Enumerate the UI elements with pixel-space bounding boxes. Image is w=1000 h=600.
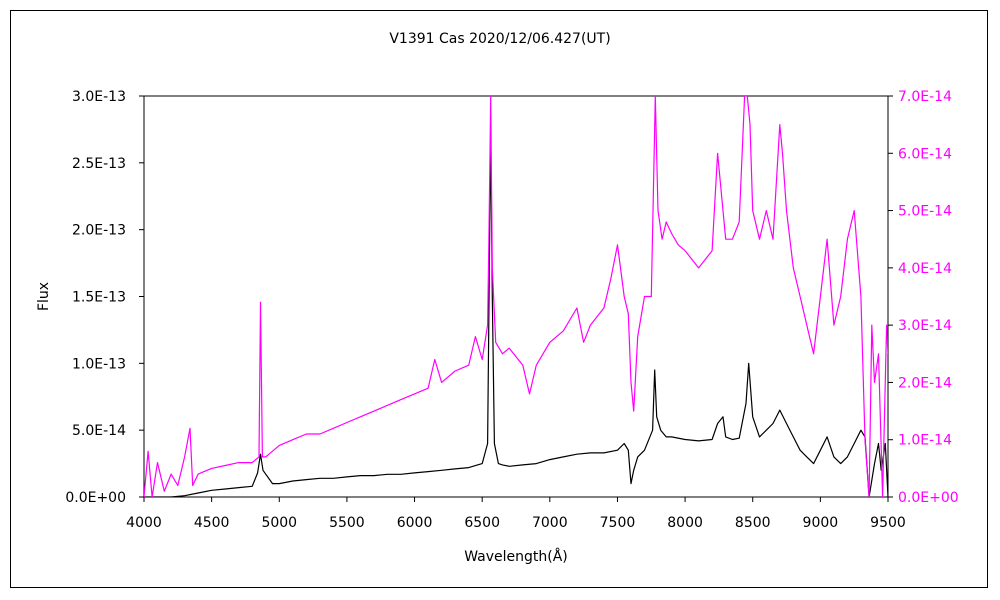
x-tick-label: 9500: [870, 515, 906, 531]
y2-tick-label: 7.0E-14: [898, 89, 952, 105]
y2-tick-label: 4.0E-14: [898, 261, 952, 277]
series-line-black: [144, 128, 888, 497]
y-tick-label: 1.0E-13: [72, 356, 126, 372]
x-tick-label: 7000: [532, 515, 568, 531]
x-tick-label: 6000: [397, 515, 433, 531]
y2-tick-label: 3.0E-14: [898, 318, 952, 334]
y2-tick-label: 0.0E+00: [898, 490, 959, 506]
y-tick-label: 2.0E-13: [72, 223, 126, 239]
y-tick-label: 2.5E-13: [72, 156, 126, 172]
x-tick-label: 4000: [126, 515, 162, 531]
x-tick-label: 4500: [194, 515, 230, 531]
chart-title: V1391 Cas 2020/12/06.427(UT): [389, 31, 610, 47]
x-tick-label: 6500: [464, 515, 500, 531]
plot-area: [143, 95, 889, 498]
x-axis-label: Wavelength(Å): [464, 548, 568, 565]
x-tick-label: 9000: [803, 515, 839, 531]
y-tick-label: 0.0E+00: [65, 490, 126, 506]
y-tick-label: 1.5E-13: [72, 290, 126, 306]
x-tick-label: 5000: [261, 515, 297, 531]
y-axis-label: Flux: [36, 282, 52, 311]
x-tick-label: 8000: [667, 515, 703, 531]
x-tick-label: 5500: [329, 515, 365, 531]
x-tick-label: 7500: [600, 515, 636, 531]
y-tick-label: 5.0E-14: [72, 423, 126, 439]
x-tick-label: 8500: [735, 515, 771, 531]
y2-tick-label: 5.0E-14: [898, 204, 952, 220]
y2-tick-label: 2.0E-14: [898, 375, 952, 391]
chart-frame: [10, 10, 988, 588]
series-line-magenta: [144, 96, 888, 497]
y2-tick-label: 1.0E-14: [898, 433, 952, 449]
y2-tick-label: 6.0E-14: [898, 146, 952, 162]
y-tick-label: 3.0E-13: [72, 89, 126, 105]
